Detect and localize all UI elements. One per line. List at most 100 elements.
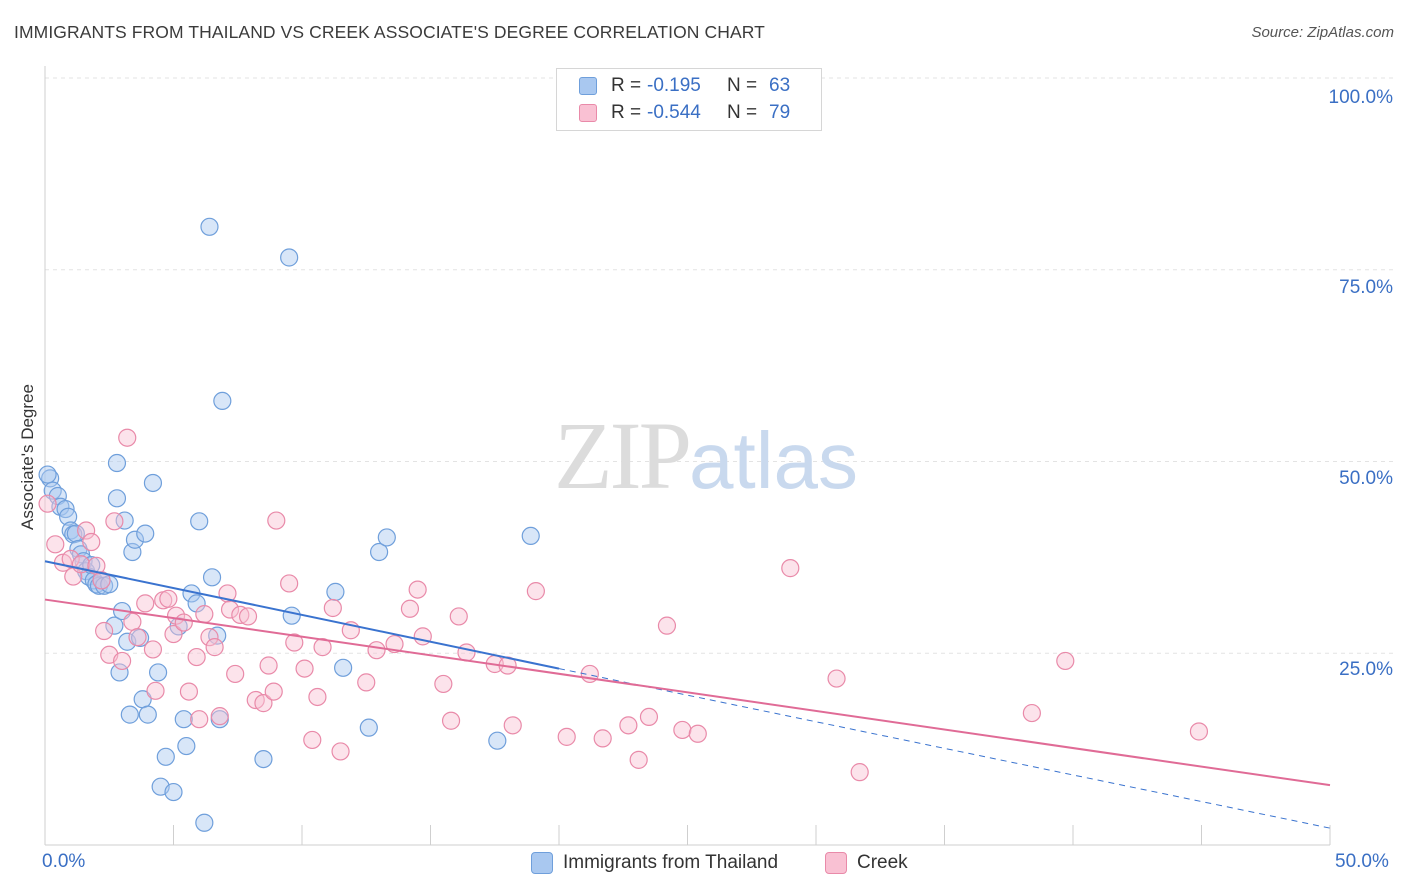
thailand-point-21 bbox=[105, 616, 124, 635]
watermark-atlas: atlas bbox=[689, 416, 858, 505]
creek-point-78 bbox=[1056, 651, 1075, 671]
y-tick-100: 100.0% bbox=[1328, 87, 1393, 108]
creek-point-21 bbox=[159, 589, 178, 608]
bottom-legend-swatch-thailand bbox=[531, 852, 553, 874]
creek-point-73 bbox=[688, 724, 707, 743]
y-tick-25: 25.0% bbox=[1339, 659, 1393, 680]
creek-point-52 bbox=[367, 641, 386, 660]
thailand-point-30 bbox=[125, 530, 145, 549]
creek-point-33 bbox=[220, 600, 240, 619]
creek-point-67 bbox=[593, 729, 612, 748]
x-tick-max: 50.0% bbox=[1335, 851, 1389, 872]
thailand-point-36 bbox=[148, 663, 168, 682]
creek-point-51 bbox=[357, 673, 376, 692]
y-tick-50: 50.0% bbox=[1339, 468, 1393, 489]
creek-point-28 bbox=[195, 605, 214, 624]
thailand-point-61 bbox=[521, 526, 540, 545]
thailand-point-57 bbox=[359, 718, 378, 737]
creek-point-63 bbox=[503, 716, 522, 735]
creek-point-6 bbox=[77, 521, 96, 540]
creek-point-44 bbox=[295, 659, 314, 678]
axes bbox=[44, 66, 1331, 846]
creek-point-27 bbox=[190, 710, 209, 729]
creek-point-16 bbox=[128, 628, 147, 647]
legend-swatch-thailand bbox=[579, 77, 597, 95]
bottom-legend-creek: Creek bbox=[825, 852, 908, 874]
source-label: Source: ZipAtlas.com bbox=[1251, 24, 1394, 41]
creek-point-46 bbox=[308, 687, 327, 707]
y-axis-label: Associate's Degree bbox=[18, 384, 37, 530]
thailand-point-62 bbox=[38, 465, 57, 484]
creek-point-43 bbox=[285, 633, 304, 652]
bottom-legend-label-creek: Creek bbox=[857, 852, 908, 873]
legend-n-label: N = bbox=[727, 102, 758, 123]
creek-point-10 bbox=[95, 621, 114, 641]
thailand-point-42 bbox=[177, 736, 196, 756]
creek-point-69 bbox=[629, 750, 648, 769]
creek-point-74 bbox=[781, 559, 800, 578]
creek-point-36 bbox=[238, 607, 258, 626]
creek-point-59 bbox=[449, 607, 468, 626]
thailand-point-55 bbox=[326, 582, 345, 601]
creek-point-49 bbox=[331, 742, 350, 761]
creek-point-41 bbox=[267, 511, 286, 530]
creek-point-72 bbox=[673, 720, 692, 740]
legend-n-value: 63 bbox=[769, 75, 791, 96]
creek-point-71 bbox=[657, 616, 677, 635]
correlation-legend: R = -0.195 N = 63 R = -0.544 N = 79 bbox=[556, 68, 822, 131]
bottom-legend-swatch-creek bbox=[825, 852, 847, 874]
trendlines bbox=[44, 560, 1331, 829]
trendline-thailand-extension bbox=[558, 668, 1331, 829]
creek-point-55 bbox=[408, 580, 427, 599]
thailand-point-60 bbox=[488, 731, 507, 750]
thailand-point-58 bbox=[370, 542, 389, 562]
creek-point-57 bbox=[434, 674, 453, 694]
creek-point-13 bbox=[112, 651, 132, 671]
y-tick-75: 75.0% bbox=[1339, 277, 1393, 298]
series-creek-points bbox=[38, 428, 1209, 782]
thailand-point-46 bbox=[195, 813, 214, 832]
legend-r-value: -0.544 bbox=[647, 102, 701, 123]
creek-point-38 bbox=[254, 694, 273, 713]
creek-point-9 bbox=[92, 571, 111, 590]
chart-title: IMMIGRANTS FROM THAILAND VS CREEK ASSOCI… bbox=[14, 22, 765, 42]
legend-r-label: R = bbox=[611, 75, 642, 96]
creek-point-1 bbox=[46, 535, 65, 554]
creek-point-54 bbox=[400, 599, 420, 618]
creek-point-70 bbox=[639, 707, 659, 727]
thailand-point-49 bbox=[208, 626, 227, 645]
creek-point-64 bbox=[526, 582, 545, 601]
creek-point-45 bbox=[303, 730, 322, 750]
thailand-point-53 bbox=[280, 248, 299, 267]
thailand-point-54 bbox=[282, 606, 301, 625]
creek-point-31 bbox=[210, 707, 229, 726]
creek-point-75 bbox=[827, 669, 846, 688]
watermark-zip: ZIP bbox=[554, 402, 692, 509]
watermark: ZIPatlas bbox=[554, 400, 858, 511]
creek-point-77 bbox=[1022, 703, 1041, 723]
legend-r-label: R = bbox=[611, 102, 642, 123]
bottom-legend-label-thailand: Immigrants from Thailand bbox=[563, 852, 779, 873]
trendline-thailand bbox=[44, 560, 560, 670]
creek-point-47 bbox=[313, 638, 332, 657]
creek-point-40 bbox=[264, 682, 283, 701]
legend-n-label: N = bbox=[727, 75, 758, 96]
creek-point-76 bbox=[850, 763, 869, 782]
thailand-point-51 bbox=[213, 391, 232, 411]
creek-point-15 bbox=[123, 612, 142, 631]
legend-n-value: 79 bbox=[769, 102, 791, 123]
legend-row-thailand: R = -0.195 N = 63 bbox=[579, 74, 790, 98]
creek-point-48 bbox=[323, 598, 342, 618]
thailand-point-35 bbox=[143, 473, 163, 493]
creek-point-22 bbox=[164, 624, 183, 644]
creek-point-35 bbox=[231, 605, 250, 625]
thailand-point-45 bbox=[190, 512, 209, 531]
legend-swatch-creek bbox=[579, 104, 597, 122]
creek-point-18 bbox=[143, 640, 163, 659]
legend-r-value: -0.195 bbox=[647, 75, 701, 96]
creek-point-19 bbox=[146, 681, 165, 700]
thailand-point-5 bbox=[59, 507, 78, 526]
x-tick-min: 0.0% bbox=[42, 851, 86, 872]
creek-point-68 bbox=[619, 716, 638, 735]
